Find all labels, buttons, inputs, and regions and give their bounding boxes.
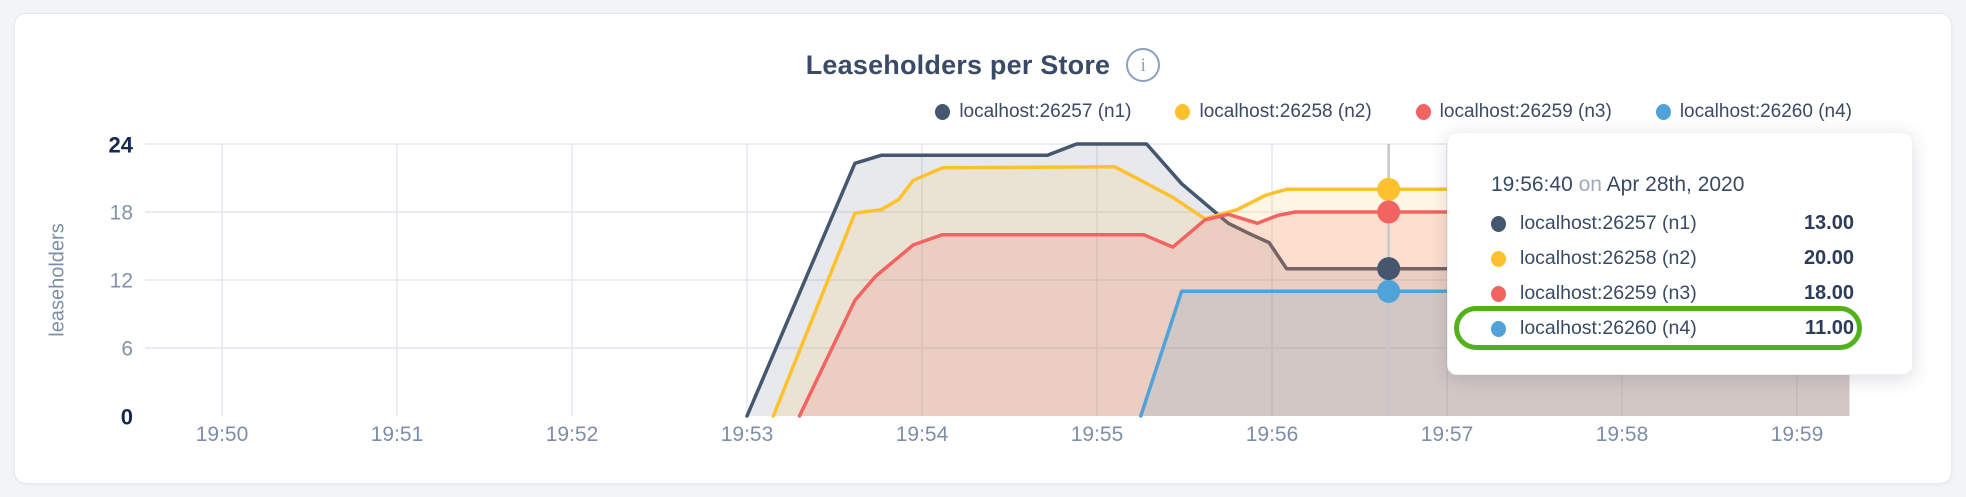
hover-tooltip: 19:56:40 on Apr 28th, 2020 localhost:262… [1447,132,1913,375]
y-tick-label: 6 [121,338,133,361]
x-tick-label: 19:52 [546,423,599,446]
tooltip-time: 19:56:40 [1491,173,1573,196]
legend-item-n3[interactable]: localhost:26259 (n3) [1415,101,1612,123]
tooltip-label-n4: localhost:26260 (n4) [1520,317,1697,339]
legend-dot-n2-icon [1175,104,1191,120]
legend-dot-n1-icon [935,104,951,120]
tooltip-label-n2: localhost:26258 (n2) [1520,247,1697,269]
legend-label-n4: localhost:26260 (n4) [1679,101,1852,122]
x-tick-label: 19:54 [896,423,949,446]
tooltip-timestamp: 19:56:40 on Apr 28th, 2020 [1491,169,1854,201]
axis-labels: 0 6 12 18 24 19:50 19:51 19:52 19:53 19:54 19:55 19… [109,133,1824,447]
x-tick-label: 19:53 [721,423,774,446]
tooltip-date: Apr 28th, 2020 [1606,173,1745,196]
x-tick-label: 19:55 [1071,423,1124,446]
x-tick-label: 19:58 [1596,423,1649,446]
y-tick-label: 0 [121,405,133,430]
tooltip-value-n3: 18.00 [1803,282,1854,304]
legend-label-n1: localhost:26257 (n1) [959,101,1132,122]
hover-dot-n3 [1377,200,1401,224]
y-axis-title: leaseholders [46,223,69,337]
x-tick-label: 19:50 [196,423,249,446]
tooltip-value-n4: 11.00 [1805,317,1854,339]
legend-label-n3: localhost:26259 (n3) [1439,101,1612,122]
x-tick-label: 19:57 [1421,423,1474,446]
x-tick-label: 19:59 [1771,423,1824,446]
x-tick-label: 19:56 [1246,423,1299,446]
chart-title: Leaseholders per Store [805,49,1111,80]
legend-item-n1[interactable]: localhost:26257 (n1) [935,101,1131,123]
legend-item-n4[interactable]: localhost:26260 (n4) [1655,101,1852,123]
hover-dot-n2 [1377,177,1401,201]
tooltip-row-n4: localhost:26260 (n4) 11.00 [1491,311,1854,346]
tooltip-label-n3: localhost:26259 (n3) [1520,282,1697,304]
series-line-n3 [797,210,1852,418]
legend-item-n2[interactable]: localhost:26258 (n2) [1175,101,1372,123]
tooltip-value-n2: 20.00 [1803,247,1854,269]
hover-dot-n4 [1377,279,1401,303]
series-line-n2 [771,164,1852,418]
tooltip-dot-n4-icon [1491,320,1506,337]
info-icon[interactable]: i [1126,48,1161,82]
legend-dot-n3-icon [1415,104,1431,120]
chart-header: Leaseholders per Store i [0,48,1966,82]
y-tick-label: 18 [110,202,133,225]
tooltip-dot-n3-icon [1491,285,1506,302]
tooltip-row-n3: localhost:26259 (n3) 18.00 [1491,276,1854,311]
y-tick-label: 24 [109,133,134,158]
y-tick-label: 12 [110,270,133,293]
tooltip-row-n2: localhost:26258 (n2) 20.00 [1491,241,1854,276]
legend-label-n2: localhost:26258 (n2) [1199,101,1372,122]
x-tick-label: 19:51 [371,423,424,446]
hover-dot-n1 [1377,257,1401,281]
tooltip-row-n1: localhost:26257 (n1) 13.00 [1491,206,1854,241]
legend-dot-n4-icon [1655,104,1671,120]
tooltip-dot-n2-icon [1491,250,1506,267]
tooltip-label-n1: localhost:26257 (n1) [1520,212,1697,234]
series-line-n1 [745,142,1852,418]
legend: localhost:26257 (n1) localhost:26258 (n2… [935,101,1852,123]
tooltip-on-word: on [1578,173,1602,196]
tooltip-value-n1: 13.00 [1803,212,1854,234]
tooltip-dot-n1-icon [1491,215,1506,232]
